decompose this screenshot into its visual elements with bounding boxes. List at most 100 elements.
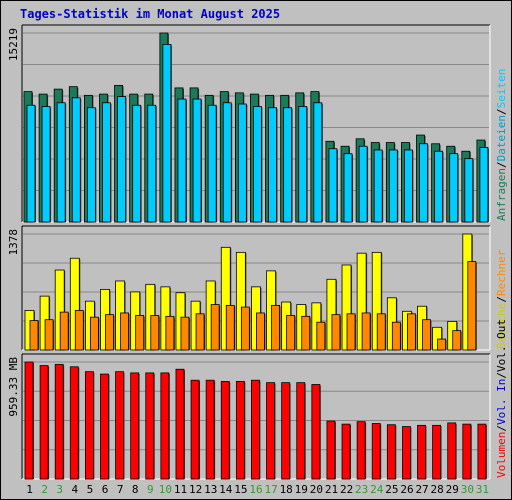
bar-volumen — [175, 368, 185, 480]
bar-dateien — [56, 102, 66, 223]
bar-dateien — [147, 104, 157, 223]
bar-volumen — [69, 366, 79, 480]
day-label: 20 — [310, 483, 323, 496]
bar-rechner — [180, 316, 190, 351]
visits-legend-part: Besuche — [495, 303, 508, 349]
bar-volumen — [205, 379, 215, 480]
bar-rechner — [452, 330, 462, 351]
day-label: 5 — [87, 483, 94, 496]
day-label: 26 — [400, 483, 413, 496]
bar-dateien — [328, 148, 338, 223]
day-label: 22 — [340, 483, 353, 496]
bar-rechner — [331, 314, 341, 351]
day-label: 9 — [147, 483, 154, 496]
bar-volumen — [251, 379, 260, 480]
day-label: 19 — [295, 483, 308, 496]
day-label: 28 — [431, 483, 444, 496]
visits-legend: Besuche/Rechner — [495, 249, 508, 349]
bar-volumen — [462, 423, 472, 480]
bar-besuche — [432, 326, 443, 351]
day-label: 21 — [325, 483, 338, 496]
bar-dateien — [283, 107, 293, 223]
bar-dateien — [71, 97, 81, 223]
volume-legend-part: Vol. In — [495, 379, 508, 425]
bar-rechner — [376, 313, 386, 351]
bar-volumen — [235, 381, 245, 480]
bar-dateien — [404, 149, 413, 223]
bar-volumen — [54, 363, 64, 480]
bar-dateien — [358, 145, 368, 223]
bar-volumen — [432, 424, 442, 480]
bar-volumen — [281, 382, 291, 480]
bar-dateien — [162, 44, 172, 223]
bar-volumen — [130, 372, 140, 480]
volume-ymax-label: 959.33 MB — [7, 357, 20, 417]
bar-besuche — [341, 264, 352, 351]
day-label: 25 — [385, 483, 398, 496]
bar-besuche — [235, 251, 246, 351]
bar-rechner — [210, 304, 220, 351]
bar-volumen — [100, 373, 109, 480]
day-label: 27 — [415, 483, 428, 496]
bar-dateien — [237, 103, 247, 223]
bar-dateien — [207, 104, 217, 223]
bar-besuche — [69, 257, 80, 351]
bar-dateien — [132, 104, 142, 223]
bar-dateien — [222, 102, 232, 223]
volume-legend-part: / — [495, 372, 508, 379]
bar-rechner — [391, 321, 401, 351]
bar-rechner — [29, 320, 39, 351]
bar-rechner — [271, 304, 280, 351]
bar-rechner — [89, 316, 99, 351]
bar-dateien — [449, 153, 459, 223]
visits-ymax-label: 1378 — [7, 229, 20, 256]
bar-rechner — [316, 321, 326, 351]
hits-legend-part: / — [495, 161, 508, 168]
bar-volumen — [296, 382, 306, 480]
bar-volumen — [402, 426, 411, 480]
bar-rechner — [361, 312, 371, 351]
bar-rechner — [437, 338, 447, 351]
bar-volumen — [220, 381, 230, 480]
bar-rechner — [467, 261, 477, 351]
bar-rechner — [301, 315, 311, 351]
volume-legend-part: / — [495, 425, 508, 432]
day-label: 1 — [26, 483, 33, 496]
volume-legend-part: Volumen — [495, 432, 508, 478]
day-label: 12 — [189, 483, 202, 496]
bar-volumen — [477, 423, 487, 480]
bar-rechner — [346, 313, 356, 351]
bar-volumen — [39, 365, 49, 480]
hits-legend-part: Dateien — [495, 115, 508, 161]
hits-legend-part: Anfragen — [495, 168, 508, 221]
bar-dateien — [41, 106, 51, 223]
day-label: 4 — [72, 483, 79, 496]
day-label: 2 — [41, 483, 48, 496]
bar-volumen — [447, 422, 457, 480]
bar-volumen — [24, 361, 34, 480]
bar-rechner — [407, 313, 416, 351]
bar-volumen — [84, 371, 94, 480]
day-label: 17 — [264, 483, 277, 496]
hits-legend-part: / — [495, 108, 508, 115]
bar-volumen — [145, 372, 155, 480]
bar-rechner — [195, 313, 205, 351]
hits-legend: Anfragen/Dateien/Seiten — [495, 69, 508, 221]
bar-volumen — [311, 384, 321, 480]
bar-besuche — [220, 246, 231, 351]
day-label: 24 — [370, 483, 384, 496]
bar-rechner — [422, 319, 431, 351]
bar-dateien — [298, 106, 308, 223]
day-label: 16 — [249, 483, 262, 496]
bar-besuche — [54, 269, 65, 351]
bar-volumen — [160, 372, 170, 480]
bar-dateien — [388, 149, 398, 223]
bar-rechner — [120, 312, 129, 351]
chart-title: Tages-Statistik im Monat August 2025 — [20, 7, 281, 21]
day-label: 8 — [132, 483, 139, 496]
bar-dateien — [373, 149, 383, 223]
bar-rechner — [44, 319, 54, 351]
day-label: 10 — [159, 483, 172, 496]
